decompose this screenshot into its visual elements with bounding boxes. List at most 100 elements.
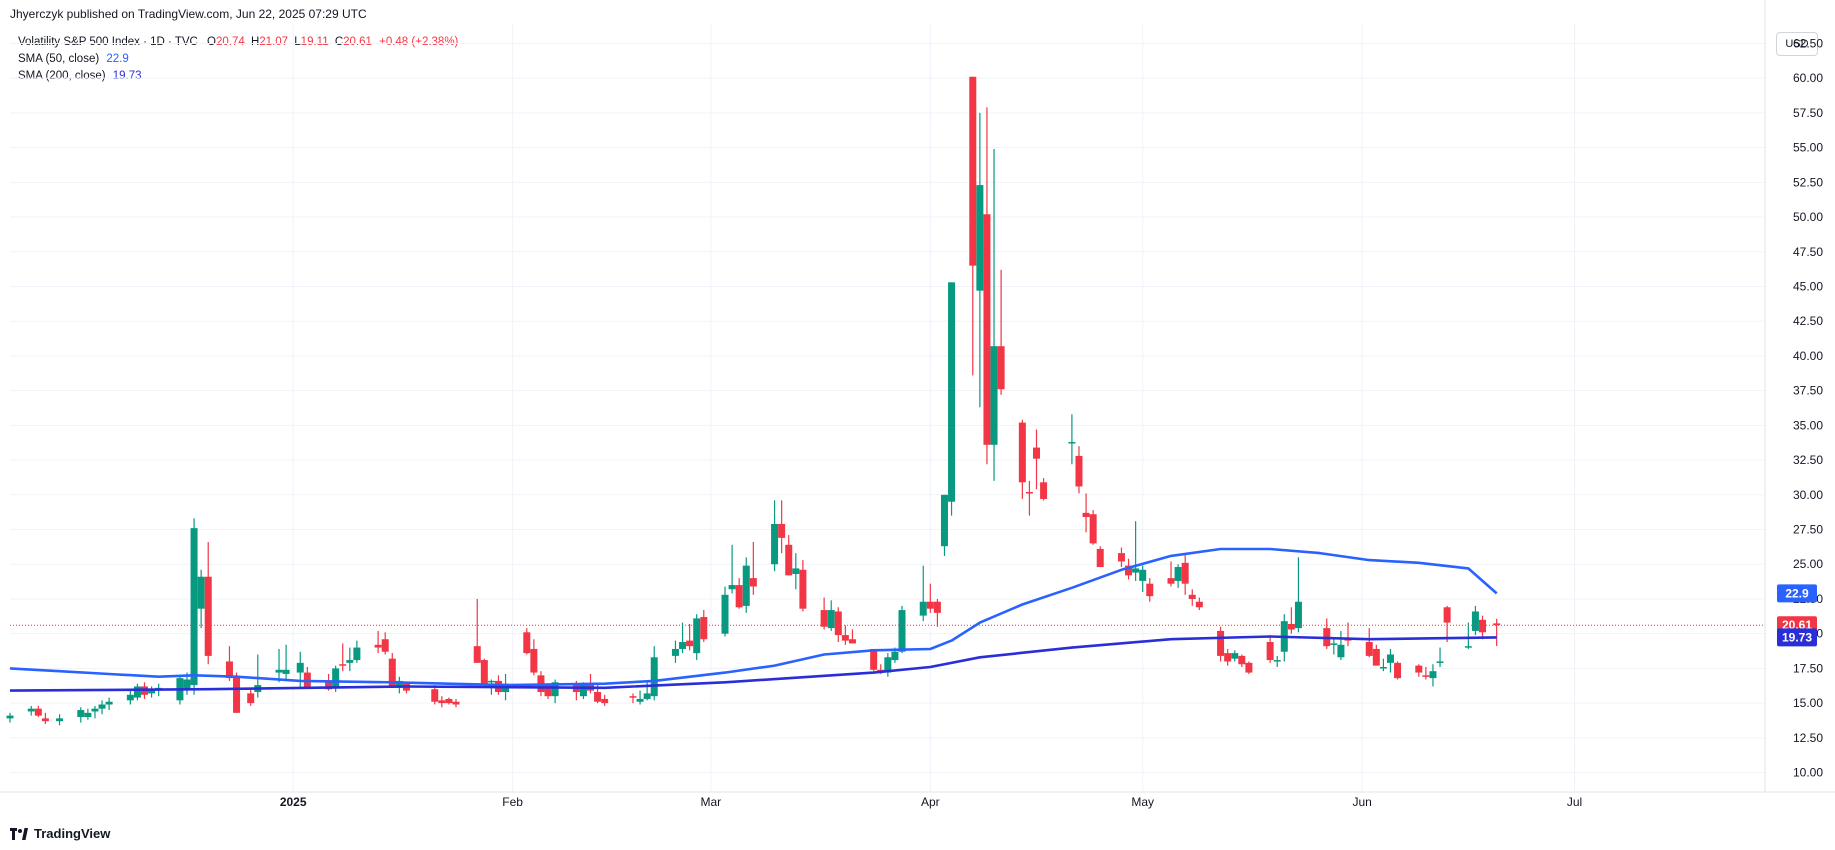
ohlc-open: 20.74 [215,36,245,48]
candle-body [1125,565,1133,576]
candle-body [579,683,587,697]
candle [126,690,134,705]
candle [225,646,233,681]
candle-body [990,346,998,445]
currency-button[interactable]: USD [1776,32,1818,56]
candle [395,676,403,694]
candle-body [1294,601,1302,629]
candles [6,76,1501,726]
sma50-price-tag-text: 22.9 [1785,586,1809,600]
candle-body [870,648,878,670]
candle [282,644,290,681]
candle-body [643,693,651,699]
candle [1018,419,1026,499]
candle [480,658,488,686]
candle-body [84,712,92,718]
candle-body [1188,594,1196,599]
candle [1429,664,1437,687]
candle-body [346,660,354,663]
candle-body [523,632,531,654]
candle [686,623,694,651]
y-tick-label: 47.50 [1793,245,1823,259]
price-change: +0.48 (+2.38%) [379,36,459,48]
candle [296,651,304,688]
chart-legend: Volatility S&P 500 Index · 1D · TVC O20.… [18,34,458,85]
candle [56,714,64,726]
candle [700,610,708,643]
candle-body [1217,630,1225,656]
candle-body [1231,653,1239,659]
candle [353,640,361,663]
y-tick-label: 40.00 [1793,349,1823,363]
candle [870,648,878,672]
candle-body [544,685,552,697]
candle [1075,446,1083,494]
candle-body [1238,655,1246,665]
candle-body [1195,601,1203,608]
y-tick-label: 60.00 [1793,71,1823,85]
candle [643,680,651,701]
candle-body [884,657,892,673]
candle-body [325,682,333,690]
candle [1025,480,1033,516]
candle [1464,622,1472,649]
candle [1188,589,1196,606]
candle-body [438,700,446,704]
candle [629,693,637,704]
candle [1146,578,1154,602]
candle-body [799,569,807,609]
y-tick-label: 45.00 [1793,279,1823,293]
candle [133,683,141,701]
sma200-price-tag-bg [1777,628,1817,647]
candle [1068,414,1076,465]
candle [827,600,835,631]
candle [1379,658,1387,672]
candle-body [1068,442,1076,444]
y-tick-label: 10.00 [1793,766,1823,780]
candle [983,107,991,465]
ohlc-high-label: H [250,36,260,48]
candle [339,643,347,672]
candle [749,542,757,595]
candle-body [282,669,290,674]
candle-body [742,565,750,606]
candle-body [296,662,304,673]
candle [1493,618,1501,647]
footer-brand[interactable]: TradingView [10,826,110,841]
candle [884,653,892,677]
candle [1372,644,1380,666]
legend-sma200-row[interactable]: SMA (200, close) 19.73 [18,68,458,85]
candle-body [1018,422,1026,483]
candle-body [1132,568,1140,573]
candle-body [1075,455,1083,487]
candle [1082,493,1090,533]
candle-body [721,594,729,634]
candle-body [1096,548,1104,568]
candle [848,629,856,644]
y-tick-label: 55.00 [1793,141,1823,155]
candle-body [1429,671,1437,679]
candle-body [480,660,488,684]
x-tick-label: Mar [701,795,722,809]
candle [1139,565,1147,593]
candle-body [133,686,141,698]
candle-body [940,494,948,547]
candle [820,597,828,630]
ohlc-close: 20.61 [343,36,372,48]
ohlc-close-label: C [334,36,344,48]
candle [452,698,460,708]
candle-body [1394,662,1402,679]
candle [940,494,948,556]
candle-body [1464,646,1472,648]
candle-body [1365,642,1373,656]
candle [233,672,241,713]
candle [933,598,941,627]
legend-symbol-row[interactable]: Volatility S&P 500 Index · 1D · TVC O20.… [18,34,458,51]
sma50-value: 22.9 [106,53,129,65]
legend-sma50-row[interactable]: SMA (50, close) 22.9 [18,51,458,68]
candle [1217,626,1225,662]
candle [1181,553,1189,595]
candle [1117,547,1125,568]
candle-body [1033,447,1041,459]
